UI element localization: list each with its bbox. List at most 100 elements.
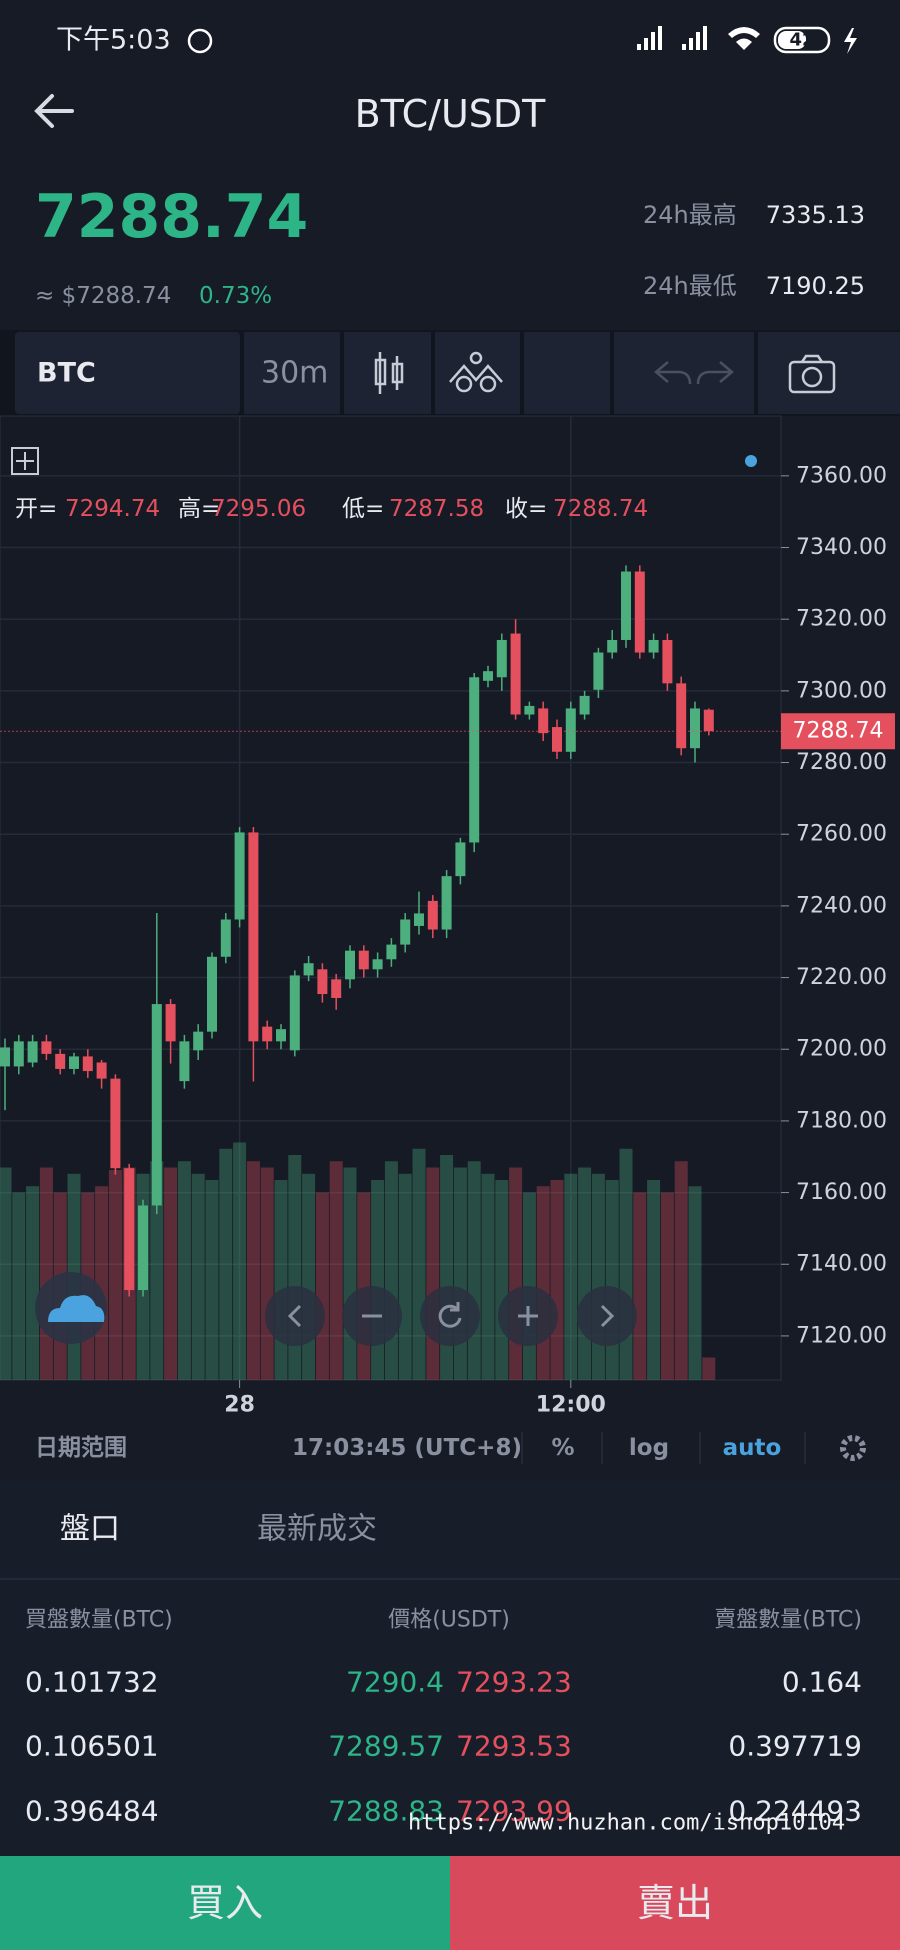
- date-range-button[interactable]: 日期范围: [35, 1435, 127, 1461]
- volume-bar: [536, 1186, 550, 1380]
- ask-price: 7293.23: [456, 1666, 572, 1699]
- candle-body: [579, 695, 590, 715]
- candle-body: [524, 705, 535, 715]
- candle-body: [345, 950, 355, 980]
- buy-button[interactable]: [0, 1856, 450, 1950]
- volume-bar: [633, 1192, 647, 1380]
- ask-quantity: 0.224493: [728, 1795, 862, 1828]
- candle-body: [358, 950, 369, 970]
- candle-body: [193, 1031, 204, 1051]
- candle-body: [676, 683, 687, 749]
- volume-bar: [591, 1173, 605, 1380]
- chart-footer: [0, 1420, 900, 1478]
- x-tick-label: 28: [224, 1393, 255, 1418]
- candle-body: [124, 1168, 135, 1291]
- candle-body: [13, 1041, 24, 1067]
- candle-body: [372, 959, 383, 970]
- candle-body: [0, 1047, 10, 1067]
- candle-body: [483, 671, 493, 681]
- candle-body: [552, 727, 562, 752]
- volume-bar: [260, 1167, 274, 1380]
- high-label: 高=: [178, 496, 220, 522]
- change-percent: 0.73%: [199, 283, 272, 309]
- close-value: 7288.74: [553, 496, 648, 522]
- volume-bar: [605, 1180, 619, 1380]
- candle-body: [427, 900, 438, 930]
- redo-button[interactable]: [696, 361, 734, 385]
- candle-body: [510, 633, 521, 715]
- charging-icon: [844, 28, 857, 54]
- volume-bar: [578, 1167, 592, 1380]
- volume-bar: [329, 1161, 343, 1380]
- candle-type-button[interactable]: [374, 352, 404, 394]
- candle-body: [607, 639, 618, 653]
- watermark: https://www.huzhan.com/ishop10104: [408, 1811, 845, 1836]
- volume-bar: [26, 1186, 40, 1380]
- candle-body: [621, 571, 631, 640]
- volume-bar: [302, 1173, 316, 1380]
- pair-title: BTC/USDT: [355, 92, 547, 136]
- bid-quantity: 0.396484: [25, 1795, 159, 1828]
- candle-body: [165, 1004, 176, 1042]
- candle-body: [441, 876, 452, 930]
- percent-button[interactable]: %: [551, 1435, 574, 1461]
- screenshot-button[interactable]: [788, 354, 836, 394]
- volume-bar: [0, 1167, 12, 1380]
- expand-icon: [16, 452, 34, 470]
- chart-nav-icons[interactable]: [287, 1302, 615, 1328]
- candle-body: [593, 652, 604, 690]
- volume-bar: [550, 1180, 564, 1380]
- indicator-button[interactable]: [449, 351, 503, 393]
- sell-button[interactable]: [450, 1856, 900, 1950]
- high-value: 7335.13: [766, 201, 865, 229]
- undo-button[interactable]: [654, 361, 692, 385]
- volume-bar: [440, 1155, 454, 1380]
- volume-bar: [564, 1173, 578, 1380]
- y-tick-label: 7180.00: [796, 1108, 887, 1133]
- bid-quantity: 0.101732: [25, 1666, 159, 1699]
- candle-body: [82, 1056, 93, 1072]
- symbol-button[interactable]: BTC: [37, 358, 96, 389]
- candle-body: [648, 639, 659, 653]
- settings-button[interactable]: [840, 1435, 866, 1461]
- open-value: 7294.74: [65, 496, 160, 522]
- volume-bar: [647, 1180, 661, 1380]
- volume-bar: [674, 1161, 688, 1380]
- candle-body: [538, 708, 549, 734]
- y-tick-label: 7260.00: [796, 822, 887, 847]
- low-value: 7190.25: [766, 272, 865, 300]
- price-tag: [781, 713, 895, 750]
- y-tick-label: 7200.00: [796, 1037, 887, 1062]
- candle-body: [27, 1041, 38, 1063]
- y-tick-label: 7220.00: [796, 965, 887, 990]
- log-button[interactable]: log: [629, 1435, 669, 1461]
- back-button[interactable]: [34, 94, 74, 128]
- ask-price: 7293.53: [456, 1730, 572, 1763]
- volume-bar: [509, 1167, 523, 1380]
- tab-trades[interactable]: 最新成交: [257, 1512, 377, 1547]
- candle-body: [220, 919, 231, 957]
- candle-body: [41, 1041, 52, 1054]
- bid-price: 7289.57: [328, 1730, 444, 1763]
- price-header: 價格(USDT): [388, 1608, 510, 1633]
- auto-button[interactable]: auto: [723, 1435, 782, 1461]
- volume-bar: [398, 1173, 412, 1380]
- volume-bar: [481, 1173, 495, 1380]
- interval-button[interactable]: 30m: [261, 356, 328, 391]
- candle-body: [662, 639, 673, 684]
- volume-bar: [12, 1192, 26, 1380]
- tab-orderbook[interactable]: 盤口: [60, 1512, 120, 1547]
- bid-price: 7290.4: [346, 1666, 444, 1699]
- volume-bar: [453, 1167, 467, 1380]
- candle-body: [317, 969, 328, 995]
- candle-body: [455, 842, 466, 877]
- low-value: 7287.58: [389, 496, 484, 522]
- high-label: 24h最高: [643, 201, 737, 229]
- toolbar-cells: [15, 332, 900, 414]
- volume-bar: [688, 1186, 702, 1380]
- bid-price: 7288.83: [328, 1795, 444, 1828]
- expand-button[interactable]: [11, 447, 39, 475]
- high-value: 7295.06: [211, 496, 306, 522]
- volume-bar: [108, 1170, 122, 1380]
